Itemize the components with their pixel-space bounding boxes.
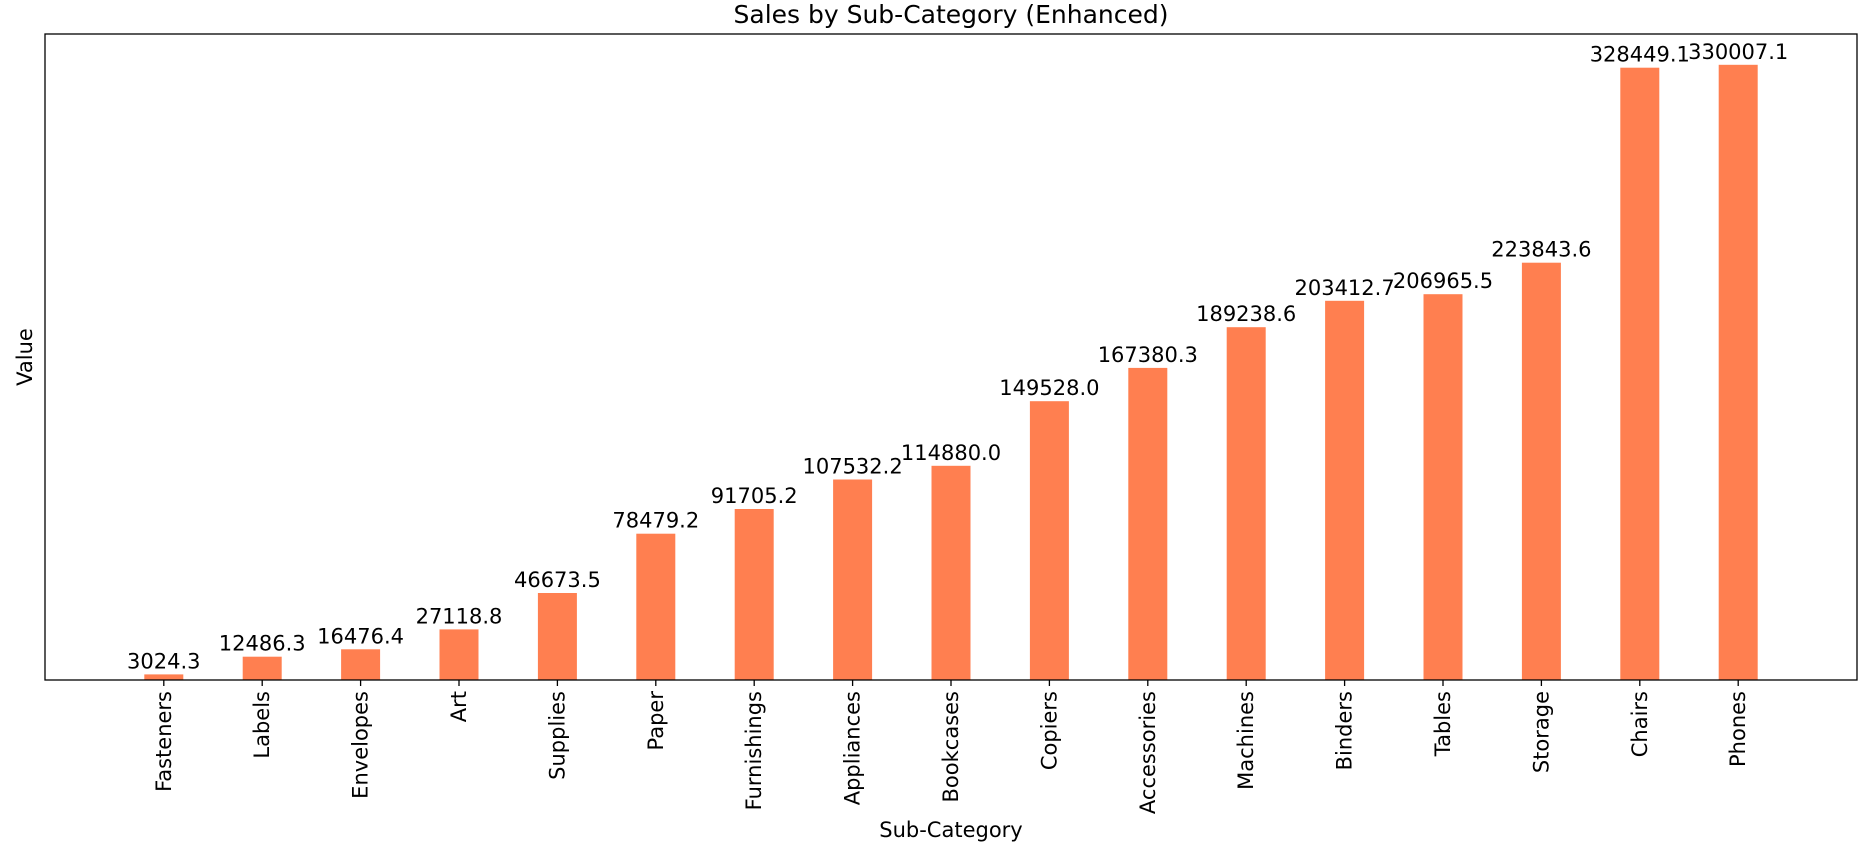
x-tick-label-envelopes: Envelopes	[349, 691, 373, 799]
bar-paper	[636, 533, 676, 680]
x-tick-label-bookcases: Bookcases	[939, 691, 963, 802]
bar-chairs	[1620, 67, 1660, 680]
data-label-art: 27118.8	[416, 604, 503, 628]
x-tick-label-supplies: Supplies	[545, 691, 569, 780]
data-label-chairs: 328449.1	[1590, 43, 1690, 67]
data-label-appliances: 107532.2	[802, 455, 902, 479]
x-tick-label-art: Art	[447, 691, 471, 722]
x-tick-label-chairs: Chairs	[1628, 691, 1652, 757]
data-label-copiers: 149528.0	[999, 376, 1099, 400]
data-label-fasteners: 3024.3	[127, 649, 200, 673]
data-label-machines: 189238.6	[1196, 302, 1296, 326]
data-label-labels: 12486.3	[219, 632, 306, 656]
data-label-accessories: 167380.3	[1098, 343, 1198, 367]
data-label-furnishings: 91705.2	[711, 484, 798, 508]
x-axis-label: Sub-Category	[879, 818, 1022, 842]
x-tick-label-accessories: Accessories	[1136, 691, 1160, 814]
x-tick-label-binders: Binders	[1333, 691, 1357, 770]
chart-title: Sales by Sub-Category (Enhanced)	[734, 0, 1169, 29]
data-label-phones: 330007.1	[1688, 40, 1788, 64]
bar-envelopes	[341, 649, 381, 680]
data-label-supplies: 46673.5	[514, 568, 601, 592]
bar-binders	[1325, 300, 1365, 680]
bar-accessories	[1128, 367, 1168, 680]
data-label-paper: 78479.2	[612, 509, 699, 533]
x-tick-label-tables: Tables	[1431, 691, 1455, 757]
bar-phones	[1718, 64, 1758, 681]
y-axis-label: Value	[13, 328, 37, 386]
bar-furnishings	[734, 509, 774, 680]
bar-art	[439, 629, 479, 680]
x-tick-label-paper: Paper	[644, 691, 668, 751]
x-tick-label-storage: Storage	[1529, 691, 1553, 773]
bar-bookcases	[931, 465, 971, 680]
bar-appliances	[833, 479, 873, 680]
bar-machines	[1226, 327, 1266, 680]
plot-frame	[44, 33, 1858, 681]
data-label-binders: 203412.7	[1294, 276, 1394, 300]
bar-fasteners	[144, 674, 184, 680]
data-label-envelopes: 16476.4	[317, 624, 404, 648]
x-tick-label-machines: Machines	[1234, 691, 1258, 790]
bar-tables	[1423, 294, 1463, 680]
x-tick-label-appliances: Appliances	[841, 691, 865, 805]
bar-supplies	[537, 593, 577, 680]
x-tick-label-fasteners: Fasteners	[152, 691, 176, 792]
bar-labels	[242, 656, 282, 680]
plot-area: 3024.3 Fasteners 12486.3 Labels 16476.4 Envel…	[127, 40, 1788, 814]
data-label-storage: 223843.6	[1491, 238, 1591, 262]
x-tick-label-phones: Phones	[1726, 691, 1750, 767]
bar-copiers	[1029, 401, 1069, 680]
x-tick-label-copiers: Copiers	[1037, 691, 1061, 770]
bar-storage	[1521, 262, 1561, 680]
x-tick-label-furnishings: Furnishings	[742, 691, 766, 810]
data-label-tables: 206965.5	[1393, 269, 1493, 293]
data-label-bookcases: 114880.0	[901, 441, 1001, 465]
x-tick-label-labels: Labels	[250, 691, 274, 759]
